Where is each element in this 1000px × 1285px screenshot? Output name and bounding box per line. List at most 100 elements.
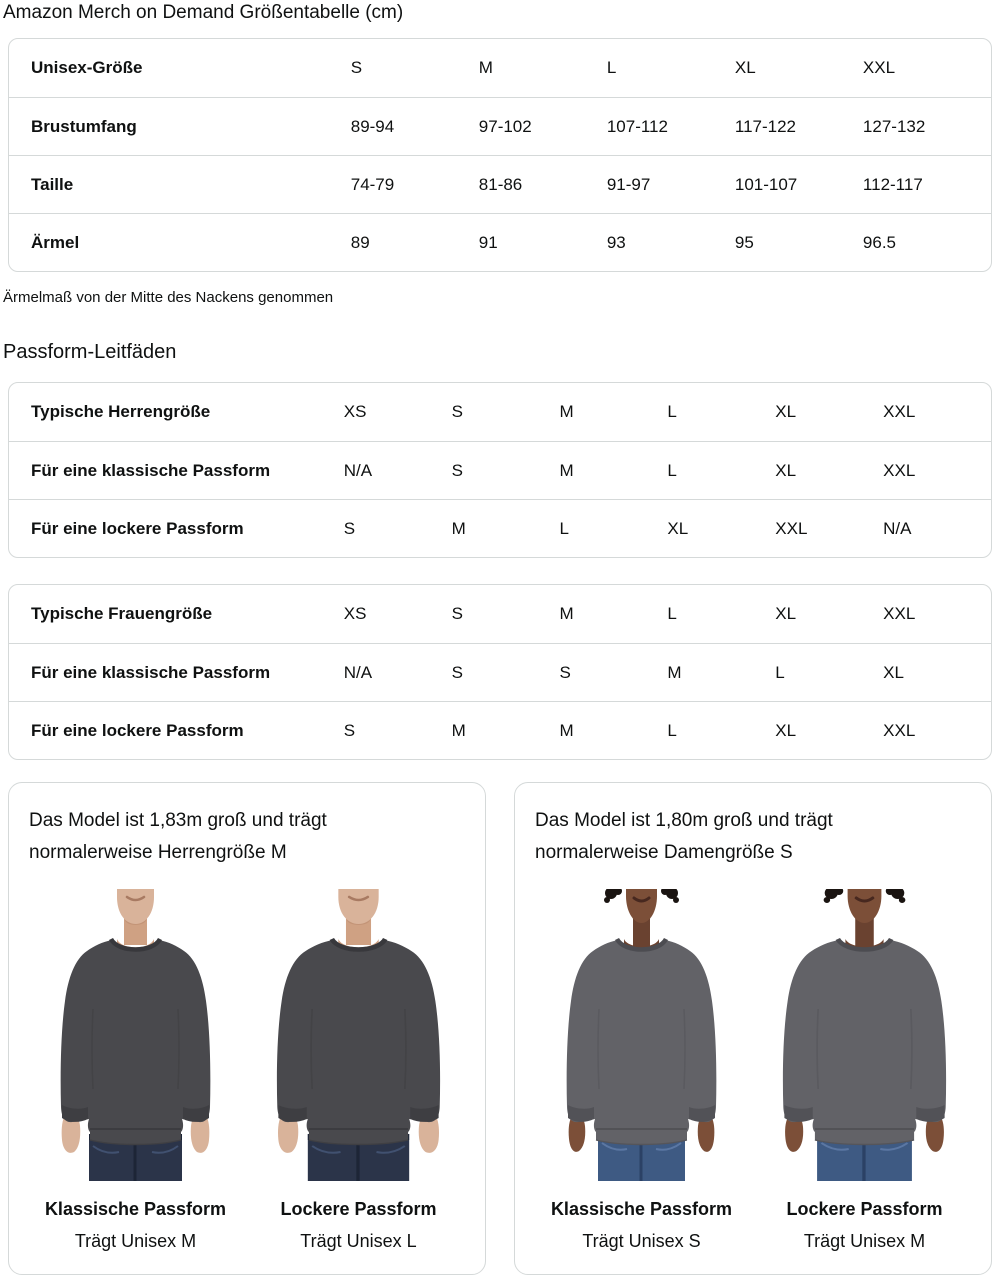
size-caption: Trägt Unisex M — [74, 1231, 197, 1251]
size-cell: S — [451, 460, 463, 480]
size-cell: 93 — [606, 232, 626, 252]
size-cell: XL — [775, 460, 797, 480]
male-model-classic-fit-photo — [29, 889, 242, 1181]
size-cell: M — [667, 662, 682, 682]
size-cell: S — [451, 604, 463, 623]
size-cell: 89 — [350, 232, 370, 252]
size-cell: S — [559, 662, 571, 682]
size-cell: XXL — [883, 460, 916, 480]
size-cell: M — [451, 720, 466, 740]
fit-caption: Lockere Passform — [786, 1199, 943, 1219]
size-cell: 112-117 — [862, 174, 923, 194]
size-cell: M — [478, 58, 493, 77]
size-cell: M — [451, 518, 466, 538]
size-cell: L — [667, 720, 677, 740]
model-figures: Klassische Passform Trägt Unisex S Locke… — [535, 889, 971, 1252]
row-label: Brustumfang — [31, 116, 137, 136]
size-cell: XXL — [883, 604, 916, 623]
row-label: Unisex-Größe — [31, 58, 143, 77]
table-row: Brustumfang 89-94 97-102 107-112 117-122… — [9, 97, 991, 155]
size-cell: 117-122 — [734, 116, 797, 136]
male-model-card: Das Model ist 1,83m groß und trägt norma… — [8, 782, 486, 1275]
size-cell: XL — [775, 402, 797, 421]
model-figures: Klassische Passform Trägt Unisex M Locke… — [29, 889, 465, 1252]
size-cell: XXL — [883, 720, 916, 740]
size-cell: XL — [667, 518, 689, 538]
size-cell: 74-79 — [350, 174, 395, 194]
size-cell: M — [559, 460, 574, 480]
size-cell: M — [559, 402, 574, 421]
size-cell: L — [606, 58, 617, 77]
row-label: Für eine klassische Passform — [31, 662, 271, 682]
model-figure: Klassische Passform Trägt Unisex M — [29, 889, 242, 1252]
size-cell: S — [451, 402, 463, 421]
size-cell: XXL — [883, 402, 916, 421]
size-cell: L — [559, 518, 569, 538]
model-cards-row: Das Model ist 1,83m groß und trägt norma… — [8, 782, 992, 1275]
size-cell: M — [559, 720, 574, 740]
men-fit-table: Typische Herrengröße XS S M L XL XXL Für… — [8, 382, 992, 558]
size-cell: 101-107 — [734, 174, 798, 194]
row-label: Ärmel — [31, 232, 80, 252]
model-figure: Klassische Passform Trägt Unisex S — [535, 889, 748, 1252]
size-cell: N/A — [343, 662, 373, 682]
size-cell: M — [559, 604, 574, 623]
table-row: Für eine klassische Passform N/A S S M L… — [9, 643, 991, 701]
size-caption: Trägt Unisex M — [803, 1231, 926, 1251]
size-cell: XXL — [862, 58, 896, 77]
size-cell: XS — [343, 402, 367, 421]
size-cell: L — [667, 460, 677, 480]
table-row: Unisex-Größe S M L XL XXL — [9, 39, 991, 97]
table-row: Typische Herrengröße XS S M L XL XXL — [9, 383, 991, 441]
table-row: Für eine lockere Passform S M L XL XXL N… — [9, 499, 991, 557]
size-cell: N/A — [343, 460, 373, 480]
model-figure: Lockere Passform Trägt Unisex L — [252, 889, 465, 1252]
size-cell: 91-97 — [606, 174, 651, 194]
size-cell: XL — [775, 604, 797, 623]
male-model-loose-fit-photo — [252, 889, 465, 1181]
size-cell: S — [350, 58, 363, 77]
size-cell: 107-112 — [606, 116, 668, 136]
size-cell: XL — [883, 662, 904, 682]
table-row: Typische Frauengröße XS S M L XL XXL — [9, 585, 991, 643]
female-model-loose-fit-photo — [758, 889, 971, 1181]
size-cell: 96.5 — [862, 232, 897, 252]
row-label: Für eine klassische Passform — [31, 460, 271, 480]
row-label: Für eine lockere Passform — [31, 518, 244, 538]
female-model-card: Das Model ist 1,80m groß und trägt norma… — [514, 782, 992, 1275]
fit-caption: Lockere Passform — [280, 1199, 437, 1219]
row-label: Typische Frauengröße — [31, 604, 213, 623]
model-figure: Lockere Passform Trägt Unisex M — [758, 889, 971, 1252]
size-caption: Trägt Unisex S — [582, 1231, 701, 1251]
size-cell: L — [667, 402, 677, 421]
page-title: Amazon Merch on Demand Größentabelle (cm… — [3, 2, 404, 23]
row-label: Für eine lockere Passform — [31, 720, 244, 740]
size-cell: S — [343, 720, 356, 740]
female-model-classic-fit-photo — [535, 889, 748, 1181]
sleeve-measure-note: Ärmelmaß von der Mitte des Nackens genom… — [3, 289, 334, 306]
size-cell: 89-94 — [350, 116, 395, 136]
table-row: Für eine lockere Passform S M M L XL XXL — [9, 701, 991, 759]
size-caption: Trägt Unisex L — [300, 1231, 417, 1251]
size-cell: XL — [775, 720, 797, 740]
size-cell: S — [343, 518, 356, 538]
size-cell: XL — [734, 58, 756, 77]
size-cell: 127-132 — [862, 116, 926, 136]
size-cell: L — [667, 604, 677, 623]
model-description: Das Model ist 1,83m groß und trägt norma… — [29, 810, 327, 863]
size-cell: 95 — [734, 232, 754, 252]
row-label: Taille — [31, 174, 74, 194]
size-cell: 97-102 — [478, 116, 532, 136]
size-cell: XS — [343, 604, 367, 623]
size-cell: 91 — [478, 232, 498, 252]
size-cell: 81-86 — [478, 174, 523, 194]
fit-caption: Klassische Passform — [44, 1199, 227, 1219]
unisex-size-table: Unisex-Größe S M L XL XXL Brustumfang 89… — [8, 38, 992, 272]
size-cell: S — [451, 662, 463, 682]
size-cell: L — [775, 662, 785, 682]
size-cell: XXL — [775, 518, 808, 538]
row-label: Typische Herrengröße — [31, 402, 211, 421]
table-row: Taille 74-79 81-86 91-97 101-107 112-117 — [9, 155, 991, 213]
fit-guides-heading: Passform-Leitfäden — [3, 341, 177, 363]
size-cell: N/A — [883, 518, 912, 538]
